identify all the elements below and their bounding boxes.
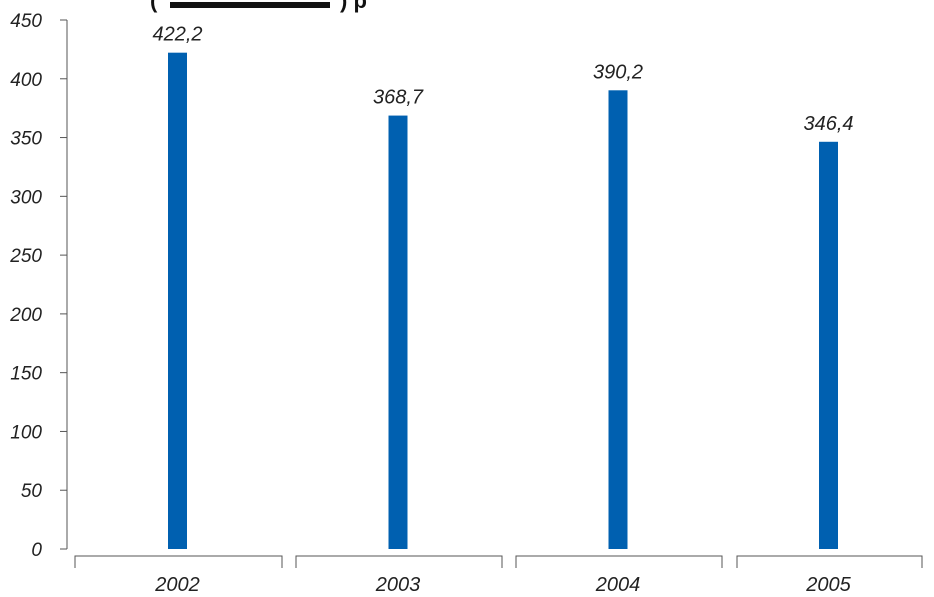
clipped-title-glyphs: ( ) p: [150, 0, 367, 13]
y-tick-label: 250: [9, 246, 42, 267]
y-tick-label: 0: [31, 540, 42, 561]
y-tick-label: 450: [10, 11, 42, 32]
x-category-bracket: [74, 555, 283, 568]
y-tick-label: 50: [21, 481, 43, 502]
y-tick-label: 150: [10, 364, 42, 385]
x-category-bracket: [515, 555, 723, 568]
x-tick-label-2003: 2003: [375, 574, 421, 596]
x-category-bracket: [736, 555, 923, 568]
data-label-2004: 390,2: [593, 61, 643, 83]
y-tick-label: 400: [10, 70, 42, 91]
data-labels: 422,2 368,7 390,2 346,4: [152, 24, 853, 135]
data-label-2002: 422,2: [152, 24, 202, 46]
y-tick-label: 350: [10, 129, 42, 150]
y-tick-label: 100: [10, 422, 42, 443]
x-tick-label-2004: 2004: [595, 574, 641, 596]
data-label-2005: 346,4: [803, 113, 853, 135]
data-label-2003: 368,7: [373, 87, 424, 109]
svg-text:(: (: [150, 0, 158, 13]
y-tick-label: 200: [9, 305, 42, 326]
svg-text:) p: ) p: [340, 0, 367, 13]
chart-title-fragment: ( ) p: [150, 0, 570, 21]
y-tick-label: 300: [10, 187, 42, 208]
x-tick-label-2002: 2002: [154, 574, 200, 596]
x-tick-label-2005: 2005: [805, 574, 851, 596]
y-axis: 0 50 100 150 200 250 300 350 400 450: [9, 11, 68, 561]
bar-2002: [168, 52, 187, 549]
x-category-bracket: [295, 555, 503, 568]
bar-2005: [819, 141, 838, 550]
bar-2004: [608, 90, 628, 550]
bar-2003: [388, 115, 408, 550]
bars: [168, 52, 838, 550]
x-axis: 2002 2003 2004 2005: [74, 555, 923, 596]
